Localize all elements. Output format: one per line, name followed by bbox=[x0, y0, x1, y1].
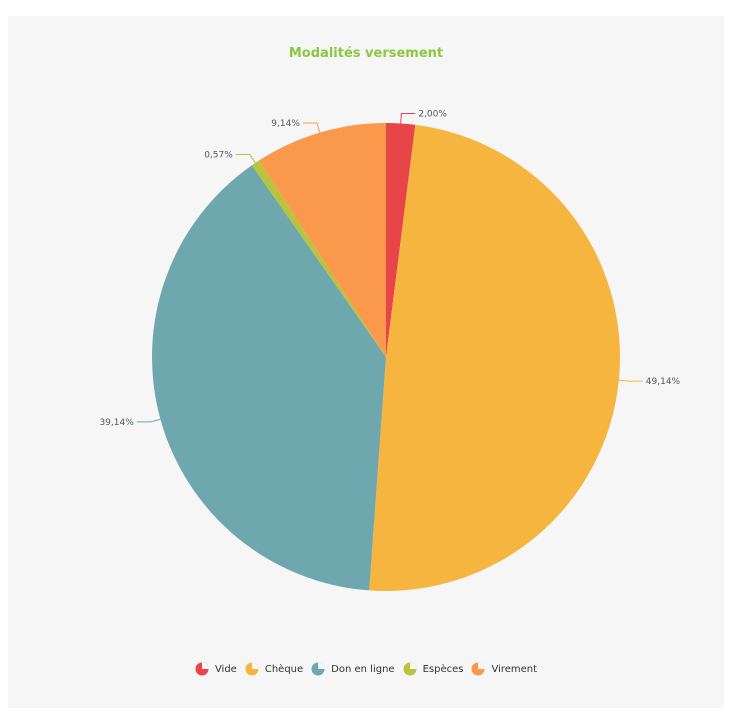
pie-icon bbox=[245, 662, 259, 676]
leader-line-don-en-ligne bbox=[136, 418, 161, 423]
data-label-especes: 0,57% bbox=[204, 151, 233, 161]
data-label-don-en-ligne: 39,14% bbox=[99, 418, 134, 428]
pie-slice-virement[interactable] bbox=[258, 123, 386, 357]
legend-label: Chèque bbox=[264, 663, 304, 675]
legend-item-don-en-ligne[interactable]: Don en ligne bbox=[311, 662, 395, 676]
legend-item-vide[interactable]: Vide bbox=[195, 662, 237, 676]
legend-item-virement[interactable]: Virement bbox=[471, 662, 537, 676]
pie-chart: 2,00% 49,14% 39,14% 0,57% 9,14% bbox=[99, 109, 681, 592]
data-label-virement: 9,14% bbox=[271, 119, 300, 129]
pie-slice-especes[interactable] bbox=[251, 160, 386, 357]
pie-slice-cheque[interactable] bbox=[369, 124, 621, 592]
pie-icon bbox=[311, 662, 325, 676]
pie-icon bbox=[403, 662, 417, 676]
pie-icon bbox=[471, 662, 485, 676]
data-label-vide: 2,00% bbox=[418, 109, 447, 119]
pie-icon bbox=[195, 662, 209, 676]
legend-item-cheque[interactable]: Chèque bbox=[245, 662, 303, 676]
legend-item-especes[interactable]: Espèces bbox=[403, 662, 464, 676]
legend-label: Espèces bbox=[422, 663, 464, 675]
leader-line-especes bbox=[235, 154, 256, 164]
chart-legend: Vide Chèque Don en ligne Espèces Virement bbox=[8, 662, 724, 676]
pie-slice-don-en-ligne[interactable] bbox=[152, 165, 386, 591]
chart-title: Modalités versement bbox=[288, 46, 444, 61]
leader-line-cheque bbox=[618, 379, 643, 382]
leader-line-virement bbox=[302, 122, 321, 133]
data-label-cheque: 49,14% bbox=[646, 377, 681, 387]
pie-slice-vide[interactable] bbox=[386, 123, 416, 357]
chart-panel: Modalités versement 2,00% 49,14% 39,14% 0,5… bbox=[8, 16, 724, 708]
legend-label: Virement bbox=[491, 663, 538, 675]
legend-label: Vide bbox=[214, 663, 237, 675]
leader-line-vide bbox=[400, 112, 416, 124]
legend-label: Don en ligne bbox=[331, 663, 395, 675]
